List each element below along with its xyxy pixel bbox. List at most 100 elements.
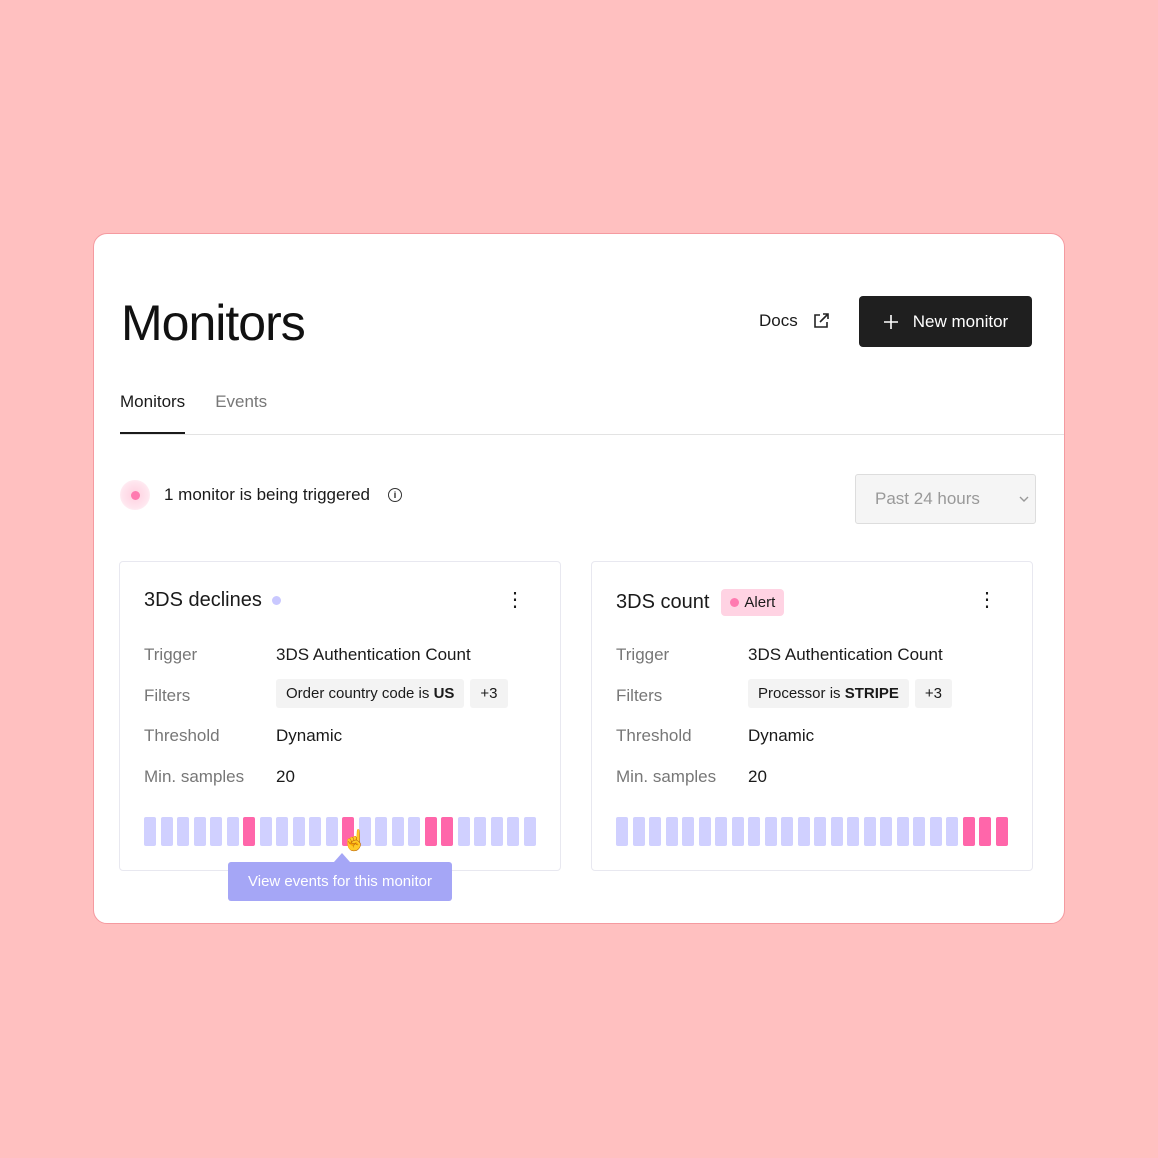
activity-bar[interactable] <box>913 817 925 846</box>
filter-text: Processor is <box>758 685 845 702</box>
more-options-icon[interactable]: ⋮ <box>505 589 525 611</box>
activity-bar-triggered[interactable] <box>962 817 975 846</box>
activity-bar[interactable] <box>375 817 387 846</box>
trigger-label: Trigger <box>616 645 670 664</box>
alert-badge: Alert <box>721 589 785 616</box>
tab-bar: Monitors Events <box>120 392 267 434</box>
chevron-down-icon <box>1019 496 1029 502</box>
activity-bar-triggered[interactable] <box>979 817 991 846</box>
tab-events[interactable]: Events <box>215 392 268 411</box>
activity-bar[interactable] <box>358 817 371 846</box>
activity-bar[interactable] <box>177 817 189 846</box>
info-icon[interactable]: i <box>388 488 403 502</box>
trigger-value: 3DS Authentication Count <box>276 645 471 664</box>
activity-bar-triggered[interactable] <box>424 817 437 846</box>
activity-bar[interactable] <box>863 817 876 846</box>
activity-bar-triggered[interactable] <box>342 817 354 846</box>
page-title: Monitors <box>121 295 306 351</box>
activity-bar[interactable] <box>507 817 519 846</box>
activity-bar[interactable] <box>259 817 272 846</box>
hand-cursor-icon: ☝ <box>342 830 367 852</box>
threshold-value: Dynamic <box>276 726 343 745</box>
activity-bar[interactable] <box>160 817 173 846</box>
activity-bar[interactable] <box>616 817 628 846</box>
activity-bar[interactable] <box>408 817 420 846</box>
filters-label: Filters <box>616 686 663 705</box>
trigger-status: 1 monitor is being triggered i <box>120 480 403 510</box>
monitor-card[interactable]: 3DS count Alert ⋮ Trigger 3DS Authenticati… <box>591 561 1033 871</box>
activity-bar-triggered[interactable] <box>243 817 255 846</box>
activity-bar[interactable] <box>474 817 486 846</box>
activity-bar[interactable] <box>715 817 727 846</box>
monitor-name: 3DS declines <box>144 589 262 611</box>
new-monitor-button[interactable]: New monitor <box>859 296 1032 347</box>
activity-bar[interactable] <box>325 817 338 846</box>
activity-bar[interactable] <box>391 817 404 846</box>
pulse-indicator-icon <box>120 480 150 510</box>
status-text: 1 monitor is being triggered <box>164 485 371 504</box>
external-link-icon <box>813 313 829 328</box>
alert-dot-icon <box>730 598 740 607</box>
activity-bar[interactable] <box>896 817 909 846</box>
monitor-name: 3DS count <box>616 591 710 613</box>
more-filters-chip[interactable]: +3 <box>914 679 952 708</box>
activity-bar[interactable] <box>632 817 645 846</box>
threshold-value: Dynamic <box>748 726 815 745</box>
activity-bar[interactable] <box>665 817 678 846</box>
tab-monitors[interactable]: Monitors <box>120 392 186 434</box>
activity-bar[interactable] <box>457 817 470 846</box>
alert-badge-label: Alert <box>744 594 776 611</box>
activity-bar[interactable] <box>764 817 777 846</box>
filter-text: Order country code is <box>286 685 434 702</box>
min-samples-value: 20 <box>276 767 295 786</box>
time-range-select[interactable]: Past 24 hours <box>855 474 1036 524</box>
activity-bar[interactable] <box>292 817 305 846</box>
activity-bar[interactable] <box>523 817 536 846</box>
activity-bar[interactable] <box>731 817 744 846</box>
min-samples-label: Min. samples <box>616 767 717 786</box>
activity-bar[interactable] <box>490 817 503 846</box>
plus-icon <box>883 314 898 329</box>
tooltip: View events for this monitor <box>228 853 452 901</box>
activity-bar[interactable] <box>748 817 760 846</box>
activity-bar-triggered[interactable] <box>441 817 453 846</box>
new-monitor-label: New monitor <box>912 311 1009 331</box>
activity-bar[interactable] <box>193 817 206 846</box>
time-range-value: Past 24 hours <box>875 489 980 508</box>
activity-bar[interactable] <box>880 817 892 846</box>
activity-bar[interactable] <box>847 817 859 846</box>
activity-bar-triggered[interactable] <box>995 817 1008 846</box>
activity-bars <box>144 817 536 846</box>
activity-bar[interactable] <box>649 817 661 846</box>
activity-bar[interactable] <box>276 817 288 846</box>
filter-value: US <box>433 685 455 702</box>
more-filters-chip[interactable]: +3 <box>470 679 508 708</box>
more-options-icon[interactable]: ⋮ <box>977 589 997 611</box>
activity-bar[interactable] <box>698 817 711 846</box>
activity-bars <box>616 817 1008 846</box>
activity-bar[interactable] <box>830 817 843 846</box>
activity-bar[interactable] <box>946 817 958 846</box>
filter-chip[interactable]: Order country code is US <box>276 679 465 708</box>
activity-bar[interactable] <box>797 817 810 846</box>
activity-bar[interactable] <box>814 817 826 846</box>
threshold-label: Threshold <box>144 726 220 745</box>
min-samples-value: 20 <box>748 767 767 786</box>
activity-bar[interactable] <box>929 817 942 846</box>
activity-bar[interactable] <box>682 817 694 846</box>
tab-divider <box>120 434 1064 435</box>
filters-label: Filters <box>144 686 191 705</box>
docs-label: Docs <box>759 311 798 330</box>
filter-value: STRIPE <box>844 685 899 702</box>
docs-link[interactable]: Docs <box>759 311 830 331</box>
status-dot-icon <box>271 596 281 605</box>
activity-bar[interactable] <box>226 817 239 846</box>
trigger-label: Trigger <box>144 645 198 664</box>
monitor-card[interactable]: 3DS declines ⋮ Trigger 3DS Authentication… <box>119 561 561 871</box>
trigger-value: 3DS Authentication Count <box>748 645 943 664</box>
activity-bar[interactable] <box>309 817 321 846</box>
activity-bar[interactable] <box>781 817 793 846</box>
filter-chip[interactable]: Processor is STRIPE <box>748 679 909 708</box>
activity-bar[interactable] <box>210 817 222 846</box>
activity-bar[interactable] <box>144 817 156 846</box>
